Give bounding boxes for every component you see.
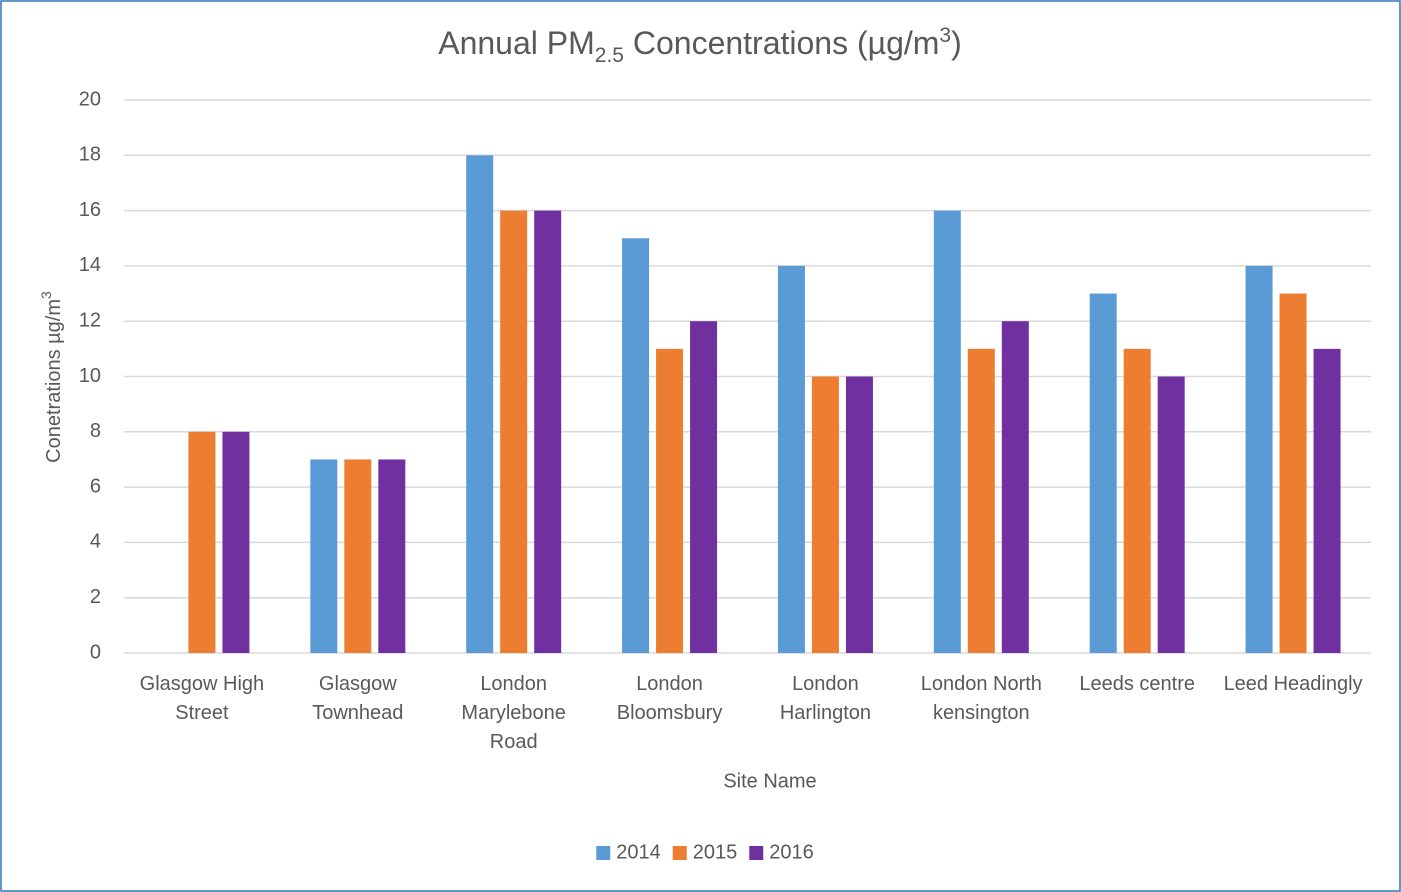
x-tick-label: Glasgow Townhead [312,673,404,724]
bar [1245,265,1273,653]
x-tick-label: Leeds centre [1079,673,1195,695]
y-axis-label: Conetrations µg/m3 [38,291,66,463]
x-tick-label: Leed Headingly [1223,673,1363,695]
y-tick-label: 18 [79,144,101,166]
bar [811,376,839,653]
legend-label: 2015 [693,841,738,863]
legend-swatch [749,846,764,860]
title-part: Annual PM [438,25,595,61]
y-tick-label: 8 [90,420,101,442]
y-tick-label: 12 [79,309,101,331]
y-tick-label: 2 [90,586,101,608]
bar [845,376,873,653]
bar [1313,348,1341,653]
bar [310,459,338,653]
bar [690,321,718,653]
legend-label: 2014 [616,841,661,863]
bar [1157,376,1185,653]
x-axis-label: Site Name [723,770,816,792]
x-tick-label: Glasgow High Street [139,673,265,724]
bar [466,155,494,654]
title-sup: 3 [939,24,951,47]
legend-swatch [596,846,611,860]
bar [967,348,995,653]
y-tick-label: 0 [90,641,101,663]
y-tick-label: 4 [90,531,101,553]
bar [1279,293,1307,653]
title-part: Concentrations (µg/m [624,25,939,61]
y-tick-label: 14 [79,254,101,276]
title-part: ) [951,25,962,61]
bar [500,210,528,653]
y-tick-label: 6 [90,475,101,497]
bar [622,238,650,653]
legend-swatch [672,846,687,860]
bar [1123,348,1151,653]
bar [222,431,250,653]
ylabel-sup: 3 [38,291,54,299]
bar [188,431,216,653]
bar [378,459,406,653]
bar [777,265,805,653]
title-sub: 2.5 [595,44,624,67]
ylabel-part: Conetrations µg/m [43,299,65,463]
x-tick-label: London North kensington [920,673,1042,724]
x-tick-label: London Marylebone Road [461,673,566,753]
bar [344,459,372,653]
bar [1089,293,1117,653]
y-tick-label: 16 [79,199,101,221]
y-tick-label: 10 [79,365,101,387]
chart-title: Annual PM2.5 Concentrations (µg/m3) [438,24,962,67]
x-tick-label: London Bloomsbury [616,673,723,724]
y-tick-label: 20 [79,88,101,110]
legend-label: 2016 [769,841,814,863]
bar [656,348,684,653]
bar [534,210,562,653]
bar [1001,321,1029,653]
x-tick-label: London Harlington [779,673,872,724]
bar [933,210,961,653]
